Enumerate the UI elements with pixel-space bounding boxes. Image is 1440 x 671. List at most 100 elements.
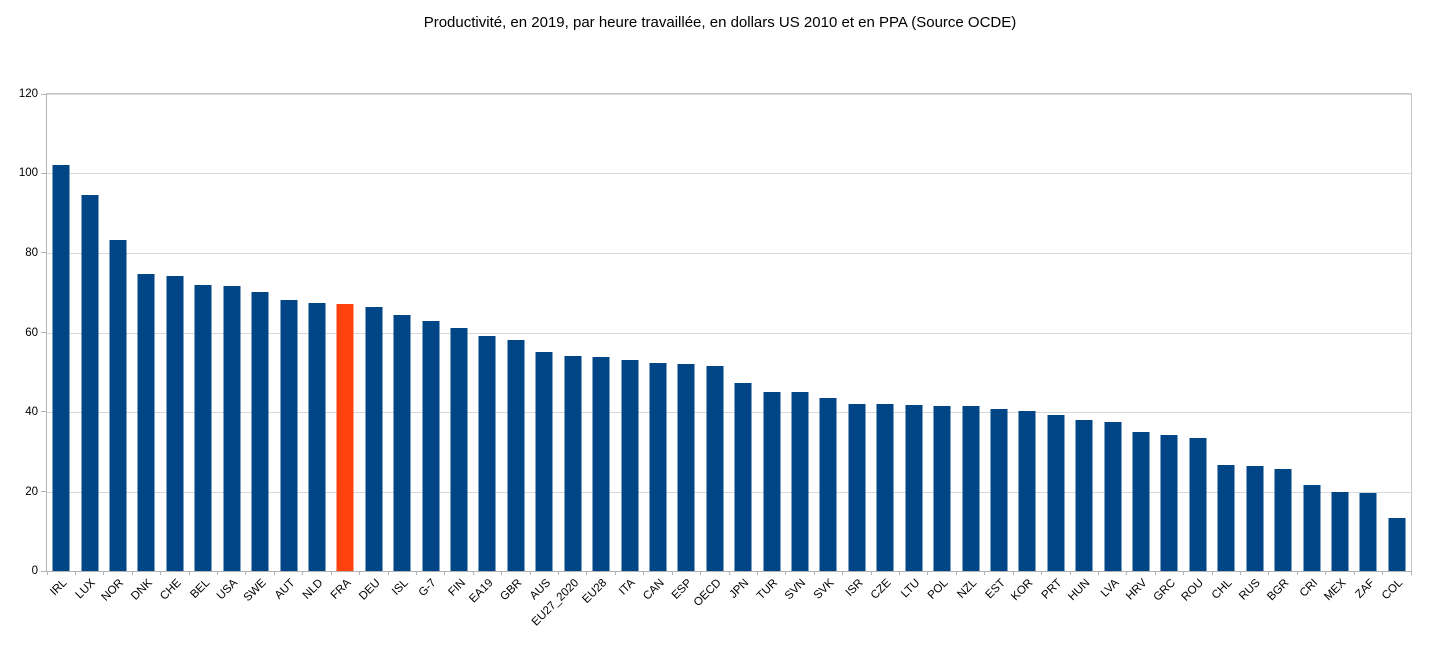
x-axis-tick <box>1069 571 1071 575</box>
gridline-y100 <box>47 173 1411 175</box>
x-axis-tick <box>785 571 787 575</box>
x-axis-tick <box>217 571 218 575</box>
x-axis-label-text: LTU <box>898 577 923 601</box>
x-axis-tick <box>1154 571 1156 575</box>
chart-title: Productivité, en 2019, par heure travail… <box>423 14 1017 31</box>
x-axis-label-text: ISR <box>843 577 866 600</box>
x-axis-label-text: EA19 <box>467 577 496 606</box>
bar-BGR <box>1274 468 1292 571</box>
bar-CRI <box>1303 484 1321 571</box>
x-axis-label-text: LUX <box>73 577 99 602</box>
x-axis-tick <box>1097 571 1099 575</box>
x-axis-label-text: CRI <box>1297 577 1321 600</box>
x-axis-label-text: USA <box>214 577 241 603</box>
bar-AUS <box>535 352 553 571</box>
x-axis-tick <box>359 571 361 575</box>
x-axis-label-text: JPN <box>727 577 752 601</box>
x-axis-tick <box>1012 571 1014 575</box>
x-axis-tick <box>387 571 389 575</box>
y-axis-tick <box>41 172 47 174</box>
x-axis-tick <box>1183 571 1185 575</box>
bar-ESP <box>677 363 695 571</box>
x-axis-tick <box>756 571 758 575</box>
bar-USA <box>223 286 241 571</box>
x-axis-label-text: HRV <box>1124 577 1150 603</box>
y-axis-label: 120 <box>18 88 38 100</box>
y-axis-tick <box>41 93 47 95</box>
x-axis-tick <box>103 571 105 575</box>
y-axis-tick <box>41 252 47 254</box>
x-axis-tick <box>472 571 474 575</box>
bar-BEL <box>194 285 212 571</box>
x-axis-tick <box>813 571 815 575</box>
bar-CAN <box>649 362 667 571</box>
x-axis-tick <box>1382 571 1384 575</box>
x-axis-label-text: NOR <box>99 577 127 604</box>
x-axis-tick <box>586 571 588 575</box>
x-axis-label-text: BGR <box>1265 577 1292 604</box>
x-axis-label-text: FRA <box>329 577 354 602</box>
x-axis-tick <box>415 571 417 575</box>
x-axis-label-text: OECD <box>691 577 724 609</box>
x-axis-tick <box>899 571 900 575</box>
x-axis-tick <box>74 571 76 575</box>
bar-NOR <box>109 239 127 571</box>
x-axis-tick <box>728 571 730 575</box>
x-axis-tick <box>1268 571 1270 575</box>
bar-HUN <box>1075 420 1093 571</box>
bar-MEX <box>1331 491 1349 571</box>
x-axis-label-text: POL <box>925 577 951 602</box>
x-axis-label-text: RUS <box>1237 577 1264 603</box>
x-axis-tick <box>245 571 247 575</box>
x-axis-label-text: TUR <box>754 577 781 603</box>
y-axis-label: 0 <box>31 565 38 577</box>
bar-SVK <box>819 398 837 571</box>
bar-GBR <box>507 340 525 571</box>
gridline-y20 <box>47 491 1411 493</box>
x-axis-label-text: GBR <box>498 577 525 604</box>
x-axis-label-text: EU28 <box>580 577 610 606</box>
x-axis-label-text: DNK <box>129 577 155 603</box>
x-axis-label-text: AUT <box>272 577 298 602</box>
y-axis-label: 100 <box>18 167 38 180</box>
x-axis-tick <box>643 571 645 575</box>
x-axis-tick <box>842 571 844 575</box>
x-axis-label-text: LVA <box>1098 577 1122 600</box>
bar-LTU <box>905 404 923 571</box>
bar-HRV <box>1132 432 1150 571</box>
bar-EA19 <box>478 335 496 571</box>
y-axis-tick <box>41 570 47 572</box>
bar-LVA <box>1104 421 1122 571</box>
x-axis-tick <box>1353 571 1355 575</box>
x-axis-tick <box>927 571 929 575</box>
x-axis-label-text: ZAF <box>1353 577 1377 601</box>
x-axis-tick <box>501 571 503 575</box>
x-axis-label-text: NLD <box>300 577 326 602</box>
y-axis-label: 60 <box>25 326 38 339</box>
bar-COL <box>1388 517 1406 571</box>
bar-ZAF <box>1359 493 1377 571</box>
bar-FRA <box>336 303 354 571</box>
bar-SVN <box>791 392 809 571</box>
bar-ITA <box>621 360 639 571</box>
y-axis-tick <box>41 411 47 413</box>
y-axis-label: 40 <box>25 405 38 418</box>
bar-CHE <box>166 276 184 571</box>
x-axis-label-text: MEX <box>1322 577 1349 604</box>
x-axis-tick <box>1126 571 1128 575</box>
bar-CHL <box>1217 465 1235 571</box>
bar-ROU <box>1189 437 1207 571</box>
bar-DEU <box>365 307 383 571</box>
x-axis-label-text: HUN <box>1066 577 1093 604</box>
bar-LUX <box>81 194 99 571</box>
x-axis-tick <box>46 571 48 575</box>
bar-EU27_2020 <box>564 355 582 571</box>
x-axis-label-text: CAN <box>640 577 667 603</box>
x-axis-label-text: PRT <box>1039 577 1065 602</box>
bar-POL <box>933 406 951 571</box>
x-axis-tick <box>671 571 673 575</box>
bar-TUR <box>763 391 781 571</box>
x-axis-tick <box>700 571 702 575</box>
x-axis-tick <box>1211 571 1213 575</box>
x-axis-label-text: COL <box>1380 577 1406 603</box>
